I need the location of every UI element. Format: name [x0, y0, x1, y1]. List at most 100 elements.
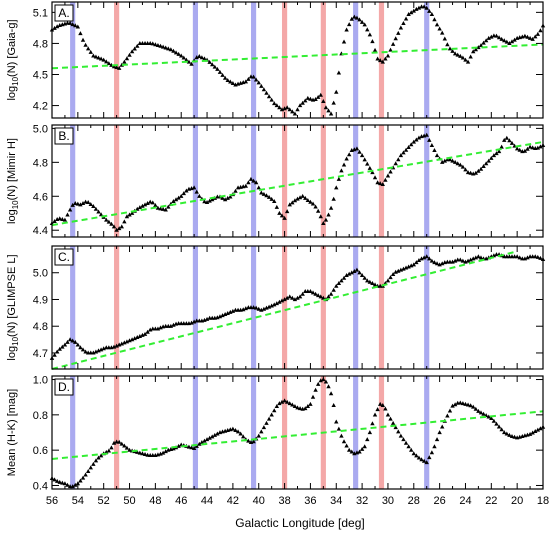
data-point: [336, 426, 342, 431]
data-point: [129, 49, 135, 54]
data-point: [78, 478, 83, 483]
data-point: [458, 162, 463, 167]
data-point: [383, 177, 388, 182]
x-tick-label: 30: [382, 495, 394, 507]
x-tick-label: 32: [356, 495, 368, 507]
data-point: [256, 433, 261, 438]
data-point: [290, 109, 295, 114]
data-point: [140, 332, 145, 337]
y-tick-label: 0.8: [33, 410, 48, 422]
data-point: [116, 65, 122, 70]
data-point: [207, 198, 212, 203]
data-point: [83, 472, 88, 477]
data-point: [274, 301, 280, 306]
data-point: [491, 153, 497, 158]
data-point: [155, 326, 161, 331]
red-band: [114, 2, 120, 118]
data-point: [60, 344, 65, 349]
data-point: [440, 261, 445, 266]
data-point: [365, 437, 370, 442]
data-point: [460, 55, 466, 60]
y-tick-label: 4.2: [33, 101, 48, 113]
data-point: [396, 268, 401, 273]
data-point: [176, 443, 181, 448]
data-point: [191, 445, 197, 450]
data-point: [233, 188, 238, 193]
data-point: [160, 450, 166, 455]
data-point: [73, 23, 78, 28]
data-point: [424, 254, 429, 259]
data-point: [243, 79, 249, 84]
data-point: [158, 43, 163, 48]
y-tick-label: 5.0: [33, 123, 48, 135]
data-point: [253, 305, 259, 310]
data-point: [530, 145, 535, 150]
data-point: [535, 31, 541, 36]
data-point: [70, 338, 75, 343]
data-point: [458, 257, 463, 262]
data-point: [261, 87, 267, 92]
data-point: [145, 452, 150, 457]
data-point: [476, 168, 481, 173]
data-point: [248, 176, 254, 181]
data-point: [365, 161, 370, 166]
data-point: [401, 437, 406, 442]
data-point: [127, 52, 132, 57]
red-band: [114, 246, 120, 369]
data-point: [463, 57, 468, 62]
data-point: [132, 336, 137, 341]
y-tick-label: 4.6: [33, 191, 48, 203]
data-point: [416, 455, 422, 460]
red-band: [281, 246, 288, 369]
data-point: [57, 479, 62, 484]
data-point: [287, 202, 292, 207]
data-point: [393, 36, 398, 41]
data-point: [91, 350, 96, 355]
x-tick-label: 40: [253, 495, 265, 507]
data-point: [496, 149, 502, 154]
data-point: [303, 406, 308, 411]
data-point: [460, 164, 466, 169]
data-point: [124, 214, 130, 219]
data-point: [181, 55, 186, 60]
data-point: [199, 439, 205, 444]
data-point: [421, 4, 427, 9]
data-point: [478, 43, 484, 48]
data-point: [427, 256, 432, 261]
data-point: [300, 193, 305, 198]
data-point: [264, 420, 269, 425]
data-point: [168, 47, 174, 52]
data-point: [450, 259, 455, 264]
y-tick-label: 5.0: [33, 268, 48, 280]
data-point: [512, 37, 517, 42]
data-point: [272, 408, 277, 413]
data-point: [259, 83, 264, 88]
data-point: [83, 349, 88, 354]
data-point: [336, 70, 342, 75]
data-point: [514, 254, 520, 259]
data-point: [171, 322, 176, 327]
data-point: [331, 403, 336, 408]
data-point: [217, 314, 223, 319]
data-point: [375, 180, 380, 185]
data-point: [341, 439, 347, 444]
data-point: [220, 195, 225, 200]
data-point: [274, 103, 280, 108]
data-point: [292, 297, 298, 302]
data-point: [266, 94, 272, 99]
data-point: [256, 306, 261, 311]
data-point: [450, 403, 455, 408]
data-point: [326, 212, 331, 217]
data-point: [468, 170, 473, 175]
data-point: [93, 206, 99, 211]
blue-band: [250, 2, 257, 118]
y-tick-label: 4.9: [33, 294, 48, 306]
data-point: [502, 137, 507, 142]
blue-band: [353, 376, 359, 489]
data-point: [481, 411, 486, 416]
x-axis: 56 54 52 50 48 46 44 42 40 38 36 34 32 30 28 26 24 22 20 18: [46, 495, 549, 507]
data-point: [313, 204, 318, 209]
data-point: [331, 100, 336, 105]
data-point: [264, 90, 269, 95]
x-tick-label: 18: [537, 495, 549, 507]
